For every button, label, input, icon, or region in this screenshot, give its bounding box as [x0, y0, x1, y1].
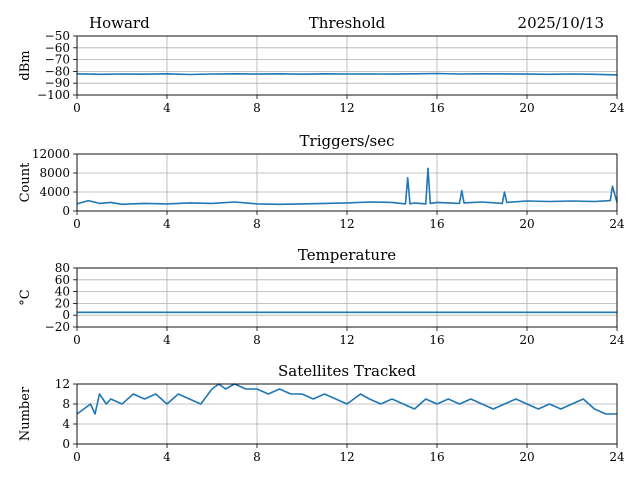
x-tick-label: 12	[339, 450, 354, 464]
y-tick-label: −70	[45, 53, 70, 67]
panel-1: 0 4 8 12 16 20 24 −50−60−70−80−90−100 Threshold d…	[18, 14, 625, 115]
x-tick-label: 4	[163, 101, 171, 115]
series-line	[76, 167, 618, 206]
x-tick-label: 8	[253, 450, 261, 464]
x-tick-label: 4	[163, 450, 171, 464]
y-tick-label: 80	[55, 261, 70, 275]
panel-title: Temperature	[298, 246, 396, 264]
y-tick-label: 40	[55, 285, 70, 299]
x-tick-label: 20	[519, 101, 534, 115]
x-tick-label: 0	[73, 450, 81, 464]
y-tick-label: 0	[62, 204, 70, 218]
y-tick-label: −100	[37, 88, 70, 102]
x-tick-label: 0	[73, 333, 81, 347]
x-tick-label: 16	[429, 333, 444, 347]
x-tick-label: 24	[609, 217, 625, 231]
y-tick-label: 20	[55, 296, 70, 310]
x-tick-label: 0	[73, 217, 81, 231]
panel-title: Triggers/sec	[300, 132, 395, 150]
x-tick-label: 16	[429, 217, 444, 231]
y-tick-label: −90	[45, 76, 70, 90]
series-line	[76, 72, 618, 76]
panels: 0 4 8 12 16 20 24 −50−60−70−80−90−100 Threshold d…	[18, 14, 625, 464]
y-tick-label: 12	[55, 377, 70, 391]
y-tick-label: 8	[62, 397, 70, 411]
x-tick-label: 0	[73, 101, 81, 115]
y-tick-label: 0	[62, 437, 70, 451]
x-tick-label: 8	[253, 217, 261, 231]
x-tick-label: 8	[253, 333, 261, 347]
x-tick-label: 20	[519, 217, 534, 231]
y-tick-label: −50	[45, 29, 70, 43]
x-tick-label: 12	[339, 101, 354, 115]
y-tick-label: −60	[45, 41, 70, 55]
y-tick-label: −20	[45, 320, 70, 334]
y-tick-label: 4	[62, 417, 70, 431]
x-tick-label: 20	[519, 450, 534, 464]
y-tick-label: 12000	[32, 147, 70, 161]
y-tick-label: 8000	[39, 166, 70, 180]
station-label: Howard	[89, 14, 150, 32]
y-axis-label: Number	[18, 386, 33, 441]
y-tick-label: 0	[62, 308, 70, 322]
x-tick-label: 20	[519, 333, 534, 347]
x-tick-label: 12	[339, 217, 354, 231]
x-tick-label: 4	[163, 333, 171, 347]
y-axis-label: Count	[18, 162, 33, 203]
series-line	[76, 383, 617, 415]
panel-2: 0 4 8 12 16 20 24 0 4000 8000 12000 Triggers/sec Cou…	[18, 132, 625, 231]
x-tick-label: 16	[429, 450, 444, 464]
x-tick-label: 8	[253, 101, 261, 115]
y-axis-label: dBm	[18, 50, 33, 80]
panel-title: Satellites Tracked	[278, 362, 416, 380]
y-tick-label: 60	[55, 273, 70, 287]
y-axis-label: °C	[18, 289, 33, 306]
panel-4: 0 4 8 12 16 20 24 0 4 8 12 Satellites Tracked Number	[18, 362, 625, 464]
y-tick-label: 4000	[39, 185, 70, 199]
x-tick-label: 24	[609, 101, 625, 115]
y-tick-label: −80	[45, 64, 70, 78]
panel-title: Threshold	[309, 14, 386, 32]
x-tick-label: 24	[609, 450, 625, 464]
date-label: 2025/10/13	[518, 14, 604, 32]
x-tick-label: 12	[339, 333, 354, 347]
x-tick-label: 4	[163, 217, 171, 231]
x-tick-label: 16	[429, 101, 444, 115]
x-tick-label: 24	[609, 333, 625, 347]
